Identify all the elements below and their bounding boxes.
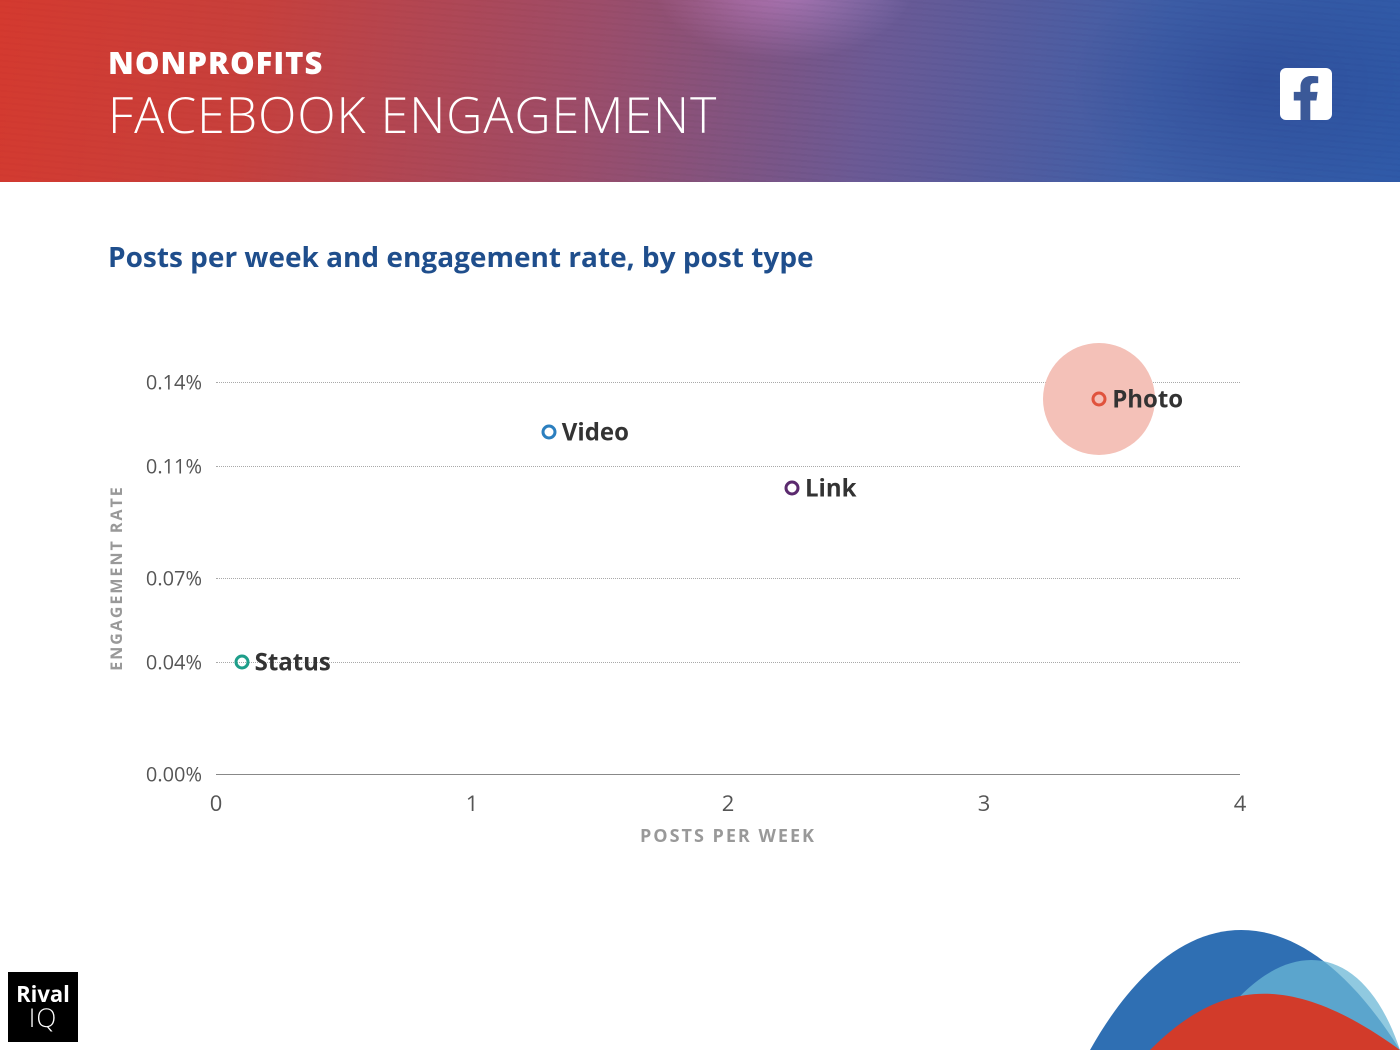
data-point-label-photo: Photo [1112,382,1183,415]
y-axis-label: ENGAGEMENT RATE [105,485,127,670]
logo-line-2: IQ [29,1005,57,1030]
y-tick-label: 0.11% [146,453,216,480]
brand-logo: Rival IQ [8,972,78,1042]
scatter-plot: ENGAGEMENT RATE POSTS PER WEEK 0.00%0.04… [216,382,1240,774]
x-tick-label: 0 [210,774,223,818]
header: NONPROFITS FACEBOOK ENGAGEMENT [0,0,1400,182]
data-point-link [785,481,800,496]
data-point-photo [1092,391,1107,406]
x-tick-label: 1 [466,774,479,818]
y-tick-label: 0.14% [146,369,216,396]
chart-title: Posts per week and engagement rate, by p… [108,238,814,276]
x-tick-label: 2 [722,774,735,818]
chart-area: Posts per week and engagement rate, by p… [0,182,1400,1050]
x-tick-label: 4 [1234,774,1247,818]
data-point-status [234,655,249,670]
facebook-icon [1280,68,1332,120]
decorative-waves [1040,830,1400,1050]
gridline [216,662,1240,663]
header-titles: NONPROFITS FACEBOOK ENGAGEMENT [108,42,717,148]
data-point-video [541,425,556,440]
header-title: FACEBOOK ENGAGEMENT [108,80,717,148]
data-point-label-status: Status [255,646,331,679]
data-point-label-link: Link [805,472,857,505]
x-tick-label: 3 [978,774,991,818]
y-tick-label: 0.07% [146,565,216,592]
header-kicker: NONPROFITS [108,42,717,84]
x-axis-label: POSTS PER WEEK [640,824,816,848]
y-tick-label: 0.00% [146,761,216,788]
data-point-label-video: Video [562,416,629,449]
gridline [216,578,1240,579]
y-tick-label: 0.04% [146,649,216,676]
gridline [216,466,1240,467]
